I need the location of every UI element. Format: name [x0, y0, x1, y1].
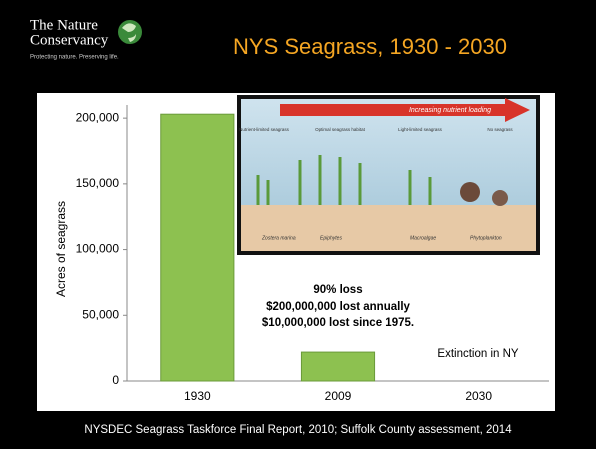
inset-macroalgae — [492, 190, 508, 206]
y-axis-label: Acres of seagrass — [54, 201, 68, 297]
inset-arrow-label: Increasing nutrient loading — [409, 107, 491, 114]
inset-macroalgae — [460, 182, 480, 202]
annotation: 90% loss — [313, 284, 362, 296]
inset-diagram: Increasing nutrient loading Nutrient-limi… — [237, 95, 540, 255]
x-tick-label: 1930 — [184, 389, 211, 403]
y-tick-label: 0 — [112, 373, 119, 387]
inset-key-label: Zostera marina — [261, 235, 296, 241]
annotation: $200,000,000 lost annually — [266, 301, 410, 313]
inset-zone-label: Optimal seagrass habitat — [315, 127, 366, 132]
x-tick-label: 2009 — [325, 389, 352, 403]
inset-key-label: Epiphytes — [320, 235, 342, 241]
annotation: $10,000,000 lost since 1975. — [262, 317, 414, 329]
logo-line2: Conservancy — [30, 32, 109, 48]
logo-line1: The Nature — [30, 17, 98, 33]
x-tick-label: 2030 — [465, 389, 492, 403]
y-tick-label: 200,000 — [76, 110, 120, 124]
inset-key-label: Phytoplankton — [470, 235, 502, 241]
slide: The Nature Conservancy Protecting nature… — [0, 0, 596, 449]
inset-zone-label: Light-limited seagrass — [398, 127, 443, 132]
bar — [301, 352, 374, 381]
inset-zone-label: No seagrass — [487, 127, 513, 132]
annotation: Extinction in NY — [437, 348, 519, 360]
y-tick-label: 100,000 — [76, 242, 120, 256]
inset-sediment — [241, 205, 536, 251]
y-tick-label: 150,000 — [76, 176, 120, 190]
logo-tagline: Protecting nature. Preserving life. — [30, 55, 119, 61]
inset-key-label: Macroalgae — [410, 235, 436, 241]
footer: NYSDEC Seagrass Taskforce Final Report, … — [84, 424, 512, 436]
y-tick-label: 50,000 — [82, 307, 119, 321]
inset-zone-label: Nutrient-limited seagrass — [239, 127, 290, 132]
slide-title: NYS Seagrass, 1930 - 2030 — [233, 34, 507, 59]
bar — [161, 114, 234, 381]
